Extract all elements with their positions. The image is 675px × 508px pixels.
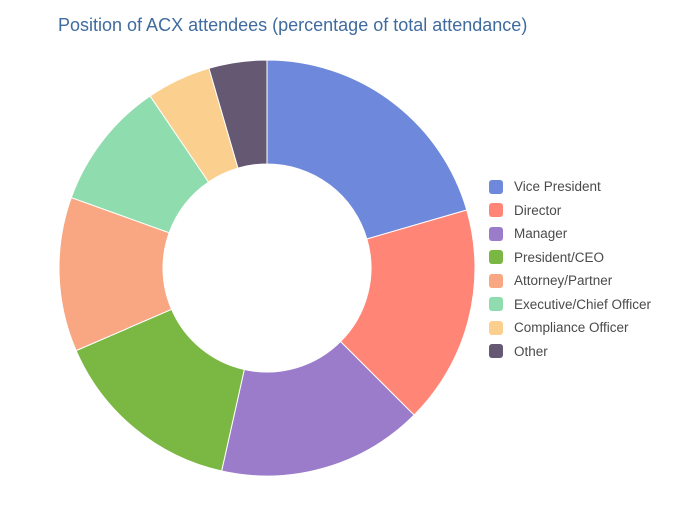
legend-label: Attorney/Partner [514,273,613,289]
legend-label: Compliance Officer [514,320,629,336]
slice-other[interactable] [208,59,268,169]
slices-group [58,59,476,477]
legend-item-president-ceo[interactable]: President/CEO [489,246,651,270]
legend-swatch [489,250,503,265]
slice-president-ceo[interactable] [75,308,245,472]
legend-label: Executive/Chief Officer [514,296,652,312]
legend-swatch [489,273,503,288]
legend-item-manager[interactable]: Manager [489,222,651,246]
legend-label: Manager [514,226,568,242]
slice-director[interactable] [339,209,476,416]
legend-swatch [489,226,503,241]
legend-label: Vice President [514,179,601,195]
legend-label: President/CEO [514,249,605,265]
legend-swatch [489,344,503,359]
legend-swatch [489,203,503,218]
legend-swatch [489,297,503,312]
legend-item-compliance-officer[interactable]: Compliance Officer [489,316,651,340]
legend-item-attorney-partner[interactable]: Attorney/Partner [489,269,651,293]
legend-label: Other [514,343,548,359]
legend-swatch [489,179,503,194]
legend-label: Director [514,202,562,218]
chart-title: Position of ACX attendees (percentage of… [58,15,528,35]
legend-item-other[interactable]: Other [489,340,651,364]
legend-item-executive-chief-officer[interactable]: Executive/Chief Officer [489,293,651,317]
slice-manager[interactable] [221,340,415,477]
legend: Vice President Director Manager President/C… [489,175,651,363]
legend-item-vice-president[interactable]: Vice President [489,175,651,199]
legend-swatch [489,320,503,335]
slice-vice-president[interactable] [266,59,468,240]
legend-item-director[interactable]: Director [489,199,651,223]
